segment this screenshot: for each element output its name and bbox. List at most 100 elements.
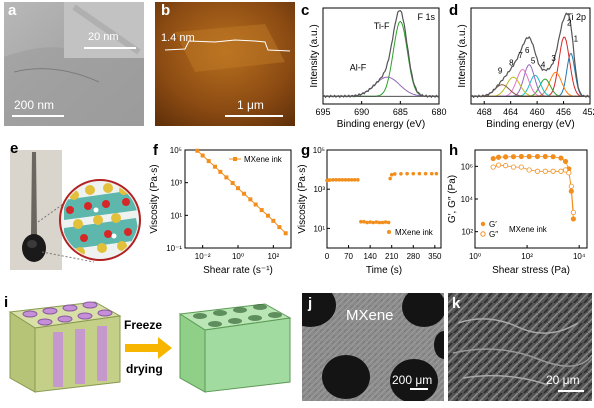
ink-photo [4,140,144,280]
data-point [277,225,282,230]
legend-marker-g-double-prime [480,231,486,237]
data-point [368,220,372,224]
data-point [423,171,428,176]
peak-label-2: 2 [567,18,572,27]
y-tick-label: 10³ [313,185,325,194]
y-axis-label: Viscosity (Pa·s) [297,164,308,233]
xps-f1s-chart: 695 690 685 680 Binding energy (eV) Intensity… [309,7,447,130]
x-tick-label: 685 [393,107,408,117]
data-point [337,178,342,182]
data-point [266,213,271,218]
measured-spectrum [322,10,440,99]
data-point [259,208,264,213]
data-point [365,220,369,225]
panel-label-a: a [8,2,17,19]
fit-peak-Al-F [323,76,439,97]
data-point [503,154,509,160]
freeze-drying-schematic [8,301,292,393]
data-point [195,148,200,153]
data-point [526,167,532,173]
data-point [550,154,556,160]
data-point [359,219,363,224]
data-point [490,155,496,162]
x-tick-label: 10⁰ [469,252,481,261]
plot-frame [326,149,442,249]
height-label: 1.4 nm [161,32,195,44]
data-point [503,163,509,169]
viscosity-time-chart: 0 70 140 210 280 350 10¹ 10³ 10⁵ Time (s) Viscosit… [297,146,442,276]
legend-marker [233,157,237,161]
x-axis-label: Binding energy (eV) [337,119,425,130]
y-axis-label: Viscosity (Pa·s) [149,164,160,233]
data-point [562,167,569,173]
y-tick-label: 10⁵ [170,146,182,155]
x-tick-label: 350 [428,252,442,261]
data-point [383,220,388,224]
data-point [356,178,360,182]
data-point [490,164,496,170]
legend-label: MXene ink [395,228,434,237]
x-tick-label: 10⁻² [195,252,211,261]
sem-image-wall [448,293,592,401]
panel-label-c: c [301,2,310,19]
x-tick-label: 680 [431,107,446,117]
data-point [518,153,524,160]
data-point [213,164,218,169]
peak-label-4: 4 [541,61,546,70]
data-point [429,171,434,176]
x-tick-label: 210 [385,252,399,261]
data-point [542,168,548,174]
plot-frame [470,7,591,105]
series-line [196,150,287,234]
panel-k: k 20 μm [448,293,592,401]
data-point [340,178,345,182]
panel-label-j: j [308,295,313,312]
data-point [566,170,572,176]
data-point [434,171,439,176]
data-point [518,164,524,170]
panel-b: b 1.4 nm 1 μm [155,2,295,126]
x-tick-label: 0 [325,252,330,261]
x-tick-label: 695 [315,107,330,117]
peak-label-6: 6 [525,46,530,55]
data-point [534,153,541,160]
data-point [352,178,357,182]
data-point [568,183,574,189]
data-point [495,154,502,160]
x-tick-label: 464 [503,107,518,117]
data-point [343,178,348,182]
data-point [224,175,229,180]
y-tick-label: 10⁴ [461,195,474,204]
data-point [349,178,354,182]
data-point [253,202,258,207]
data-point [388,176,392,181]
data-point [399,172,403,176]
data-point [380,220,385,225]
y-tick-label: 10¹ [170,211,182,220]
y-axis-label: G′, G″ (Pa) [447,175,458,223]
data-point [377,220,382,225]
data-point [248,197,253,202]
data-point [558,155,564,161]
data-point [271,218,276,223]
panel-c: 695 690 685 680 Binding energy (eV) Intensity… [297,0,447,135]
y-tick-label: 10⁶ [461,162,473,171]
legend-marker-g-prime [480,221,486,227]
x-tick-label: 452 [582,107,594,117]
data-point [346,178,351,182]
data-point [542,153,548,160]
plot-frame [184,149,292,249]
panel-g: 0 70 140 210 280 350 10¹ 10³ 10⁵ Time (s) Viscosit… [297,140,447,290]
panel-label-h: h [449,142,459,159]
data-point [371,220,376,225]
data-point [392,172,397,176]
panel-f: 10⁻² 10⁰ 10² 10⁻¹ 10¹ 10³ 10⁵ Shear rate (s⁻¹) V… [147,140,297,290]
data-point [334,178,339,182]
data-point [230,181,235,186]
viscosity-shear-rate-chart: 10⁻² 10⁰ 10² 10⁻¹ 10¹ 10³ 10⁵ Shear rate (s⁻¹) V… [149,146,292,276]
panel-h: 10⁰ 10² 10⁴ 10² 10⁴ 10⁶ Shear stress (Pa) G′, G… [447,140,594,290]
chart-title: Ti 2p [566,12,586,22]
modulus-stress-chart: 10⁰ 10² 10⁴ 10² 10⁴ 10⁶ Shear stress (Pa) G′, G… [447,149,588,276]
data-point [405,171,409,176]
data-point [550,168,556,174]
